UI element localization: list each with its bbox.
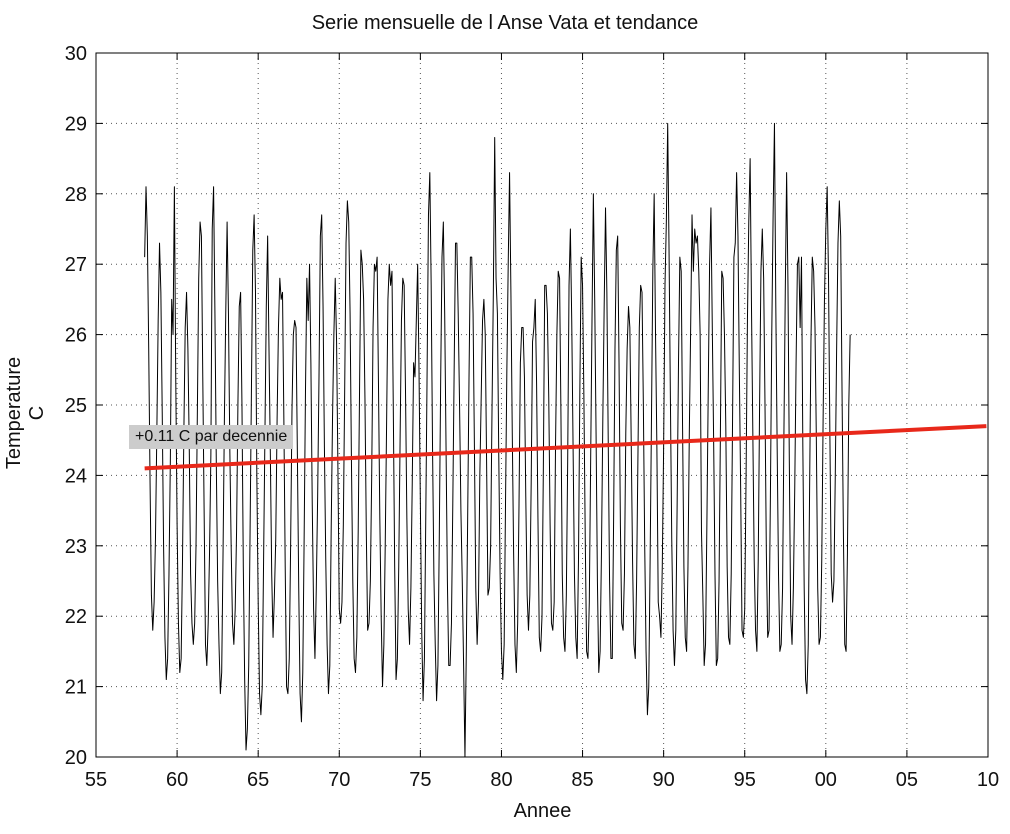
x-tick-label: 80 xyxy=(490,769,512,791)
y-tick-label: 24 xyxy=(65,465,87,487)
axis-ticks xyxy=(95,52,989,758)
y-tick-label: 22 xyxy=(65,606,87,628)
x-tick-label: 95 xyxy=(734,769,756,791)
x-tick-label: 70 xyxy=(328,769,350,791)
x-tick-label: 75 xyxy=(409,769,431,791)
temperature-series-line xyxy=(144,122,851,758)
trend-annotation: +0.11 C par decennie xyxy=(129,425,294,449)
y-tick-label: 29 xyxy=(65,113,87,135)
y-tick-label: 23 xyxy=(65,536,87,558)
y-axis-label: Temperature C xyxy=(3,356,48,470)
x-tick-label: 00 xyxy=(815,769,837,791)
y-tick-label: 26 xyxy=(65,325,87,347)
x-tick-labels: 55 60 65 70 75 80 85 90 95 00 05 10 xyxy=(85,769,999,791)
y-tick-label: 28 xyxy=(65,184,87,206)
x-axis-label: Annee xyxy=(513,800,572,822)
x-tick-label: 90 xyxy=(653,769,675,791)
x-tick-label: 65 xyxy=(247,769,269,791)
y-tick-label: 25 xyxy=(65,395,87,417)
y-tick-labels: 20 21 22 23 24 25 26 27 28 29 30 xyxy=(65,43,87,769)
x-tick-label: 55 xyxy=(85,769,107,791)
y-tick-label: 30 xyxy=(65,43,87,65)
trend-line xyxy=(144,424,987,471)
chart-title: Serie mensuelle de l Anse Vata et tendan… xyxy=(311,12,699,34)
x-tick-label: 60 xyxy=(166,769,188,791)
x-tick-label: 85 xyxy=(571,769,593,791)
y-tick-label: 21 xyxy=(65,677,87,699)
x-tick-label: 05 xyxy=(896,769,918,791)
series-layer xyxy=(144,122,987,758)
y-tick-label: 27 xyxy=(65,254,87,276)
x-tick-label: 10 xyxy=(977,769,999,791)
y-tick-label: 20 xyxy=(65,747,87,769)
